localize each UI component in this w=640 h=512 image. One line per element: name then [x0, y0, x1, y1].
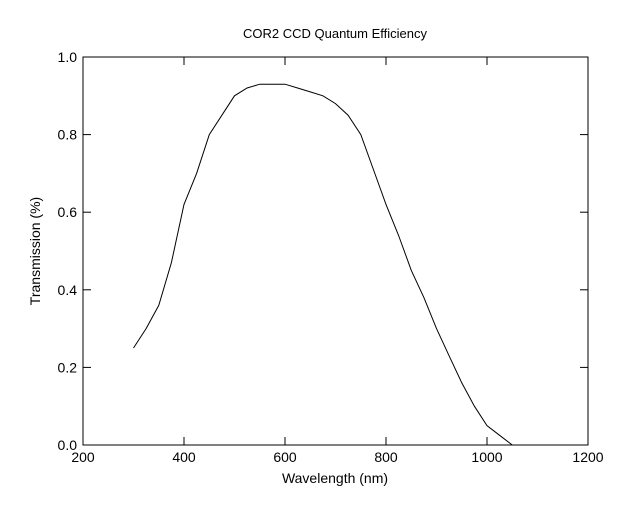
x-axis-title: Wavelength (nm) [282, 470, 388, 486]
chart-title: COR2 CCD Quantum Efficiency [243, 26, 427, 41]
qe-series-line [133, 83, 513, 446]
x-ticks: 200 400 600 800 1000 1200 [71, 57, 604, 465]
y-tick-label: 1.0 [58, 49, 78, 65]
y-tick-label: 0.2 [58, 359, 78, 375]
x-tick-label: 200 [71, 449, 95, 465]
x-tick-label: 800 [374, 449, 398, 465]
x-tick-label: 1000 [471, 449, 502, 465]
x-tick-label: 600 [273, 449, 297, 465]
y-tick-label: 0.0 [58, 437, 78, 453]
y-axis-title: Transmission (%) [27, 197, 43, 305]
y-tick-label: 0.6 [58, 204, 78, 220]
x-tick-label: 400 [172, 449, 196, 465]
y-ticks: 0.0 0.2 0.4 0.6 0.8 1.0 [58, 49, 588, 453]
y-tick-label: 0.8 [58, 127, 78, 143]
y-tick-label: 0.4 [58, 282, 78, 298]
x-tick-label: 1200 [572, 449, 603, 465]
plot-frame [82, 56, 589, 446]
